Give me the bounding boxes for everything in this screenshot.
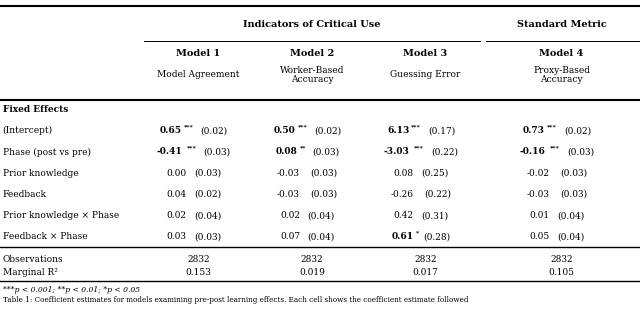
Text: 0.00: 0.00 <box>166 169 186 178</box>
Text: Proxy-Based: Proxy-Based <box>533 66 590 75</box>
Text: ***: *** <box>298 124 307 129</box>
Text: Phase (post vs pre): Phase (post vs pre) <box>3 147 91 157</box>
Text: Accuracy: Accuracy <box>291 75 333 84</box>
Text: (0.22): (0.22) <box>431 148 458 156</box>
Text: 0.65: 0.65 <box>160 126 182 135</box>
Text: Table 1: Coefficient estimates for models examining pre-post learning effects. E: Table 1: Coefficient estimates for model… <box>3 296 468 304</box>
Text: (0.03): (0.03) <box>310 190 338 199</box>
Text: 0.73: 0.73 <box>523 126 545 135</box>
Text: ***: *** <box>547 124 557 129</box>
Text: (0.04): (0.04) <box>557 232 584 241</box>
Text: 6.13: 6.13 <box>387 126 409 135</box>
Text: Prior knowledge: Prior knowledge <box>3 169 78 178</box>
Text: (0.03): (0.03) <box>194 232 221 241</box>
Text: 2832: 2832 <box>301 256 323 264</box>
Text: -0.16: -0.16 <box>520 148 546 156</box>
Text: 0.07: 0.07 <box>280 232 300 241</box>
Text: ***p < 0.001; **p < 0.01; *p < 0.05: ***p < 0.001; **p < 0.01; *p < 0.05 <box>3 286 140 295</box>
Text: 0.42: 0.42 <box>394 211 413 220</box>
Text: Observations: Observations <box>3 256 63 264</box>
Text: Fixed Effects: Fixed Effects <box>3 105 68 114</box>
Text: Marginal R²: Marginal R² <box>3 268 58 277</box>
Text: 2832: 2832 <box>187 256 210 264</box>
Text: -0.03: -0.03 <box>277 190 300 199</box>
Text: 0.61: 0.61 <box>392 232 413 241</box>
Text: (0.04): (0.04) <box>307 211 335 220</box>
Text: (0.04): (0.04) <box>307 232 335 241</box>
Text: (0.02): (0.02) <box>564 126 591 135</box>
Text: 0.50: 0.50 <box>273 126 295 135</box>
Text: *: * <box>416 230 419 235</box>
Text: (0.03): (0.03) <box>204 148 231 156</box>
Text: (0.03): (0.03) <box>567 148 594 156</box>
Text: ***: *** <box>184 124 194 129</box>
Text: 0.03: 0.03 <box>166 232 186 241</box>
Text: (0.02): (0.02) <box>314 126 341 135</box>
Text: Guessing Error: Guessing Error <box>390 71 461 79</box>
Text: (0.04): (0.04) <box>557 211 584 220</box>
Text: ***: *** <box>412 124 421 129</box>
Text: 0.02: 0.02 <box>166 211 186 220</box>
Text: Model 2: Model 2 <box>290 49 334 57</box>
Text: (0.03): (0.03) <box>312 148 339 156</box>
Text: 2832: 2832 <box>550 256 573 264</box>
Text: (0.03): (0.03) <box>560 169 588 178</box>
Text: -0.03: -0.03 <box>527 190 550 199</box>
Text: Model 1: Model 1 <box>177 49 220 57</box>
Text: 0.153: 0.153 <box>186 268 211 277</box>
Text: 2832: 2832 <box>414 256 437 264</box>
Text: (0.25): (0.25) <box>421 169 449 178</box>
Text: (0.28): (0.28) <box>424 232 451 241</box>
Text: ***: *** <box>550 145 560 150</box>
Text: ***: *** <box>187 145 196 150</box>
Text: (0.03): (0.03) <box>194 169 221 178</box>
Text: (0.04): (0.04) <box>194 211 221 220</box>
Text: 0.019: 0.019 <box>299 268 325 277</box>
Text: (0.17): (0.17) <box>428 126 455 135</box>
Text: (0.02): (0.02) <box>201 126 228 135</box>
Text: Indicators of Critical Use: Indicators of Critical Use <box>243 21 381 29</box>
Text: 0.08: 0.08 <box>275 148 298 156</box>
Text: (0.03): (0.03) <box>560 190 588 199</box>
Text: (0.31): (0.31) <box>421 211 448 220</box>
Text: 0.105: 0.105 <box>548 268 575 277</box>
Text: (Intercept): (Intercept) <box>3 126 52 135</box>
Text: (0.03): (0.03) <box>310 169 338 178</box>
Text: Worker-Based: Worker-Based <box>280 66 344 75</box>
Text: 0.04: 0.04 <box>166 190 186 199</box>
Text: Model 3: Model 3 <box>403 49 448 57</box>
Text: Model Agreement: Model Agreement <box>157 71 239 79</box>
Text: Feedback: Feedback <box>3 190 47 199</box>
Text: -0.26: -0.26 <box>390 190 413 199</box>
Text: 0.08: 0.08 <box>394 169 413 178</box>
Text: Feedback × Phase: Feedback × Phase <box>3 232 87 241</box>
Text: 0.05: 0.05 <box>529 232 550 241</box>
Text: ***: *** <box>414 145 424 150</box>
Text: 0.02: 0.02 <box>280 211 300 220</box>
Text: -0.02: -0.02 <box>527 169 550 178</box>
Text: Prior knowledge × Phase: Prior knowledge × Phase <box>3 211 119 220</box>
Text: -0.03: -0.03 <box>277 169 300 178</box>
Text: **: ** <box>300 145 307 150</box>
Text: -0.41: -0.41 <box>157 148 182 156</box>
Text: Standard Metric: Standard Metric <box>516 21 607 29</box>
Text: (0.22): (0.22) <box>424 190 451 199</box>
Text: -3.03: -3.03 <box>384 148 410 156</box>
Text: Accuracy: Accuracy <box>540 75 583 84</box>
Text: 0.01: 0.01 <box>529 211 550 220</box>
Text: (0.02): (0.02) <box>194 190 221 199</box>
Text: Model 4: Model 4 <box>540 49 584 57</box>
Text: 0.017: 0.017 <box>413 268 438 277</box>
